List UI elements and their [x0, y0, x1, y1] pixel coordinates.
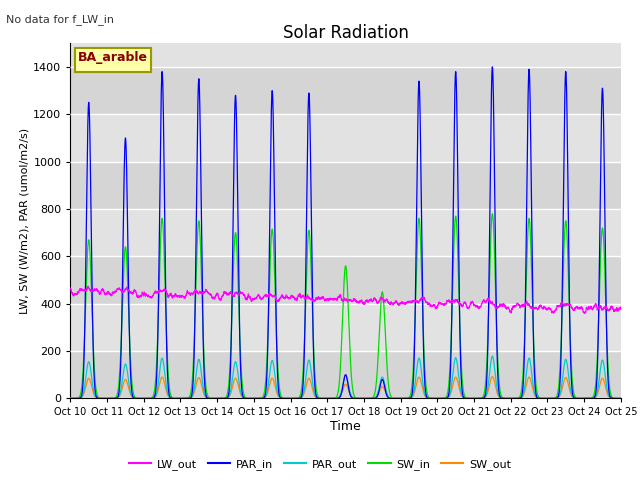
Bar — [70, 43, 621, 67]
Bar — [70, 351, 621, 398]
Legend: LW_out, PAR_in, PAR_out, SW_in, SW_out: LW_out, PAR_in, PAR_out, SW_in, SW_out — [125, 455, 515, 474]
Bar — [70, 67, 621, 114]
Bar — [70, 256, 621, 304]
Bar — [70, 209, 621, 256]
Bar — [70, 304, 621, 351]
Y-axis label: LW, SW (W/m2), PAR (umol/m2/s): LW, SW (W/m2), PAR (umol/m2/s) — [19, 128, 29, 314]
Text: No data for f_LW_in: No data for f_LW_in — [6, 14, 115, 25]
Bar — [70, 114, 621, 162]
X-axis label: Time: Time — [330, 420, 361, 433]
Title: Solar Radiation: Solar Radiation — [283, 24, 408, 42]
Bar — [70, 162, 621, 209]
Legend:  — [76, 48, 151, 72]
